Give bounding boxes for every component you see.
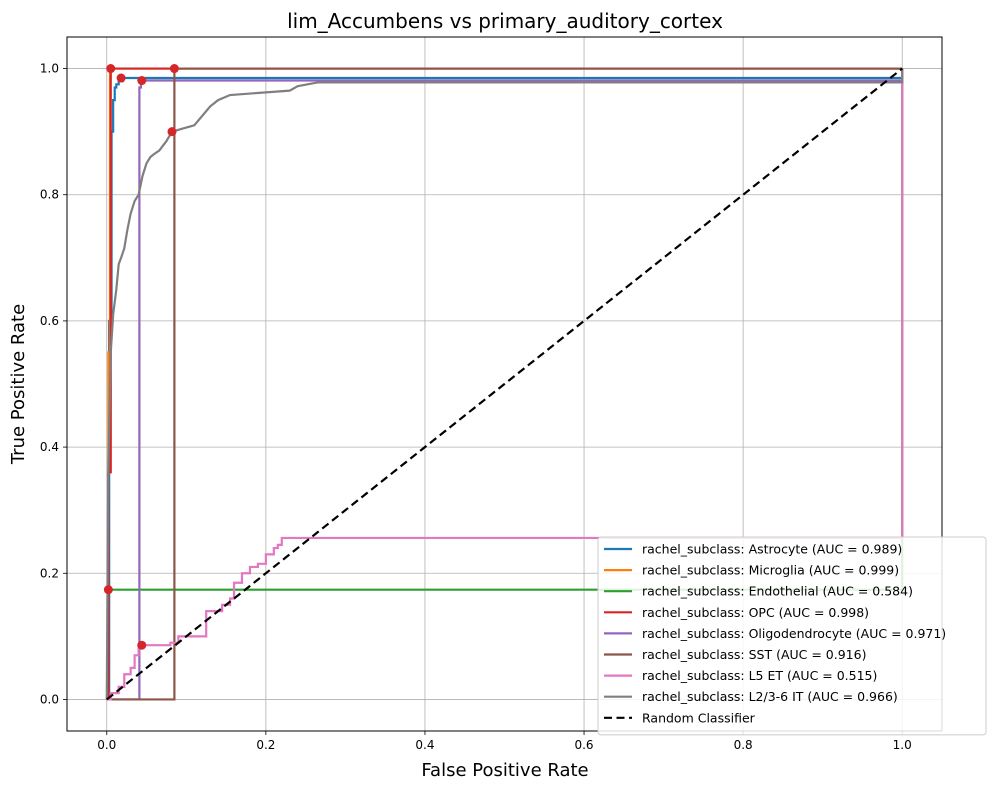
x-tick-label: 0.2 — [256, 738, 275, 752]
x-axis-label: False Positive Rate — [421, 760, 588, 781]
legend-entry: rachel_subclass: OPC (AUC = 0.998) — [642, 605, 869, 620]
threshold-marker — [137, 76, 147, 86]
threshold-marker — [137, 640, 147, 650]
chart-title: lim_Accumbens vs primary_auditory_cortex — [287, 9, 723, 33]
marker-layer — [103, 64, 179, 650]
plot-frame — [66, 36, 943, 732]
legend-entry: rachel_subclass: L2/3-6 IT (AUC = 0.966) — [642, 689, 898, 704]
legend-entry: rachel_subclass: Endothelial (AUC = 0.58… — [642, 584, 913, 599]
x-tick-label: 0.8 — [734, 738, 753, 752]
threshold-marker — [106, 64, 116, 74]
legend-box — [597, 536, 987, 736]
y-tick-label: 0.0 — [40, 692, 59, 706]
threshold-marker — [169, 64, 179, 74]
x-tick-label: 0.0 — [97, 738, 116, 752]
legend: rachel_subclass: Astrocyte (AUC = 0.989)… — [597, 536, 987, 736]
series-line-5 — [106, 67, 903, 701]
grid-layer — [67, 37, 942, 731]
x-tick-label: 1.0 — [893, 738, 912, 752]
x-tick-label: 0.4 — [415, 738, 434, 752]
legend-entry: rachel_subclass: Microglia (AUC = 0.999) — [642, 563, 899, 578]
y-tick-label: 0.6 — [40, 314, 59, 328]
legend-entry: rachel_subclass: L5 ET (AUC = 0.515) — [642, 668, 877, 683]
y-tick-label: 1.0 — [40, 62, 59, 76]
y-tick-label: 0.2 — [40, 566, 59, 580]
threshold-marker — [167, 127, 177, 137]
tick-layer: 0.0 0.2 0.4 0.6 0.8 1.0 0.0 0.2 0.4 0.6 0.8 1.0 — [40, 62, 912, 752]
y-tick-label: 0.4 — [40, 440, 59, 454]
threshold-marker — [103, 585, 113, 595]
series-line-7 — [105, 68, 904, 700]
series-line-6 — [106, 68, 904, 701]
legend-entry: Random Classifier — [642, 710, 756, 725]
threshold-marker — [116, 73, 126, 83]
y-tick-label: 0.8 — [40, 188, 59, 202]
legend-entry: rachel_subclass: SST (AUC = 0.916) — [642, 647, 866, 662]
series-line-8 — [106, 67, 903, 701]
y-axis-label: True Positive Rate — [8, 304, 29, 465]
legend-entry: rachel_subclass: Oligodendrocyte (AUC = … — [642, 626, 946, 641]
legend-entry: rachel_subclass: Astrocyte (AUC = 0.989) — [642, 542, 902, 557]
x-tick-label: 0.6 — [574, 738, 593, 752]
